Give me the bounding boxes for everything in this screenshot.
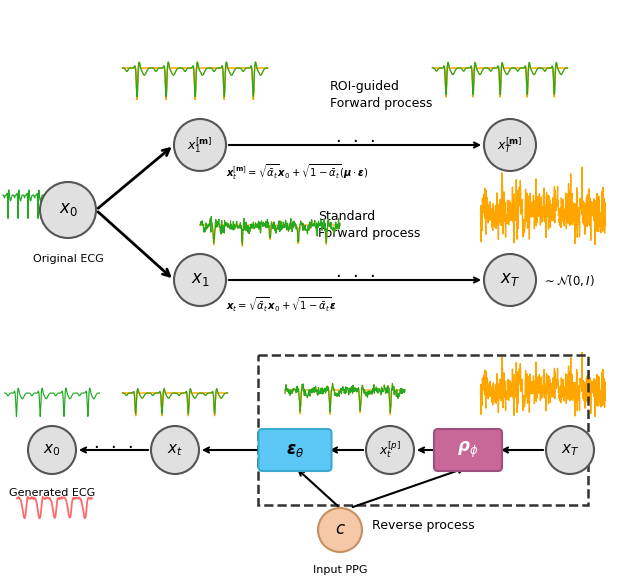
Text: $\boldsymbol{\rho}_\phi$: $\boldsymbol{\rho}_\phi$ <box>458 440 479 460</box>
Circle shape <box>484 119 536 171</box>
FancyBboxPatch shape <box>259 429 332 471</box>
Text: $c$: $c$ <box>334 521 346 539</box>
Circle shape <box>546 426 594 474</box>
Text: $\sim \mathcal{N}(0, I)$: $\sim \mathcal{N}(0, I)$ <box>542 272 595 287</box>
Text: $x_1^{[\mathbf{m}]}$: $x_1^{[\mathbf{m}]}$ <box>187 135 213 155</box>
Circle shape <box>28 426 76 474</box>
Text: $x_T$: $x_T$ <box>561 442 579 458</box>
Text: $x_t^{[p]}$: $x_t^{[p]}$ <box>379 439 401 461</box>
Text: Original ECG: Original ECG <box>33 254 103 264</box>
Text: ROI-guided
Forward process: ROI-guided Forward process <box>330 80 433 110</box>
Circle shape <box>174 119 226 171</box>
Text: $\boldsymbol{\epsilon}_\theta$: $\boldsymbol{\epsilon}_\theta$ <box>286 441 304 459</box>
Text: $x_1$: $x_1$ <box>191 272 209 288</box>
Circle shape <box>318 508 362 552</box>
Text: Generated ECG: Generated ECG <box>9 488 95 498</box>
Circle shape <box>40 182 96 238</box>
Text: $\boldsymbol{x}_t^{[\mathbf{m}]}=\sqrt{\bar{\alpha}_t}\boldsymbol{x}_0+\sqrt{1-\: $\boldsymbol{x}_t^{[\mathbf{m}]}=\sqrt{\… <box>226 162 369 182</box>
Circle shape <box>484 254 536 306</box>
FancyBboxPatch shape <box>434 429 502 471</box>
Text: Standard
Forward process: Standard Forward process <box>318 210 421 240</box>
Text: $x_T$: $x_T$ <box>500 272 520 288</box>
Text: $x_T^{[\mathbf{m}]}$: $x_T^{[\mathbf{m}]}$ <box>497 135 523 155</box>
Text: $x_0$: $x_0$ <box>43 442 61 458</box>
Text: $\boldsymbol{x}_t=\sqrt{\bar{\alpha}_t}\boldsymbol{x}_0+\sqrt{1-\bar{\alpha}_t}\: $\boldsymbol{x}_t=\sqrt{\bar{\alpha}_t}\… <box>226 296 337 314</box>
Circle shape <box>366 426 414 474</box>
Text: $\cdot$  $\cdot$  $\cdot$: $\cdot$ $\cdot$ $\cdot$ <box>93 439 133 457</box>
Text: $\cdot$  $\cdot$  $\cdot$: $\cdot$ $\cdot$ $\cdot$ <box>335 133 375 151</box>
Text: $x_t$: $x_t$ <box>167 442 183 458</box>
Text: Reverse process: Reverse process <box>372 519 475 532</box>
Text: Input PPG: Input PPG <box>313 565 367 575</box>
Text: $\cdot$  $\cdot$  $\cdot$: $\cdot$ $\cdot$ $\cdot$ <box>335 268 375 286</box>
Circle shape <box>151 426 199 474</box>
Text: $x_0$: $x_0$ <box>59 202 78 218</box>
Circle shape <box>174 254 226 306</box>
